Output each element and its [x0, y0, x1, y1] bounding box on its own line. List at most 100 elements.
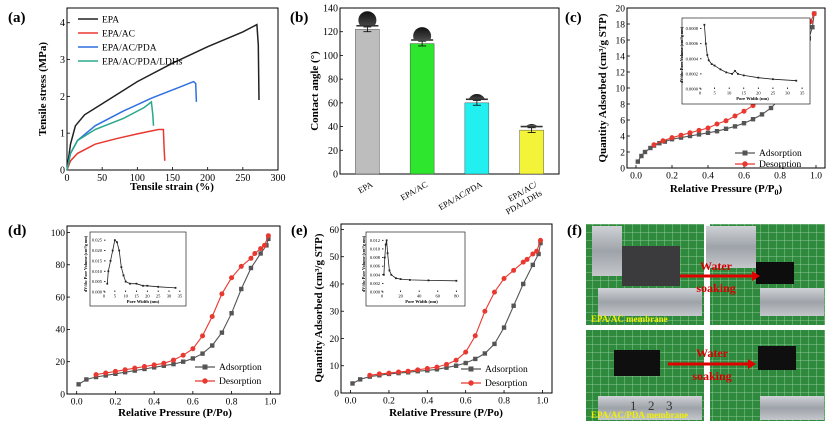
c-ytick-label: 8	[620, 100, 625, 110]
e-inset-point	[395, 277, 397, 280]
legend-e: Adsorption Desorption	[461, 365, 528, 389]
d-point-desorption	[141, 364, 147, 370]
e-inset-ytick-label: 0.004	[370, 272, 381, 277]
c-point-adsorption	[648, 145, 653, 151]
axes-frame-b	[339, 7, 560, 175]
caption-epa-ac-pda-membrane: EPA/AC/PDA membrane	[591, 410, 688, 420]
legend-text-e-adsorption: Adsorption	[485, 365, 528, 375]
a-series-line-epa-ac	[66, 128, 166, 171]
inset-frame-e	[365, 231, 466, 307]
b-ytick-label: 120	[323, 27, 338, 38]
b-category-label-line: EPA	[356, 179, 375, 196]
legend-marker-d-desorption	[202, 378, 208, 384]
d-point-adsorption	[171, 361, 176, 367]
b-ytick-label: 0	[333, 170, 338, 181]
c-inset-xtick-label: 10	[727, 91, 732, 96]
b-ytick-label: 100	[323, 51, 338, 62]
d-point-desorption	[219, 291, 225, 297]
legend-text-d-desorption: Desorption	[219, 377, 261, 387]
e-inset-point	[383, 256, 386, 259]
b-droplet-icon	[413, 27, 432, 40]
c-ytick-label: 12	[616, 68, 626, 78]
d-point-desorption	[112, 368, 118, 374]
e-point-adsorption	[530, 262, 536, 268]
e-point-adsorption	[463, 360, 468, 366]
e-point-desorption	[376, 371, 382, 377]
e-inset-xtick-label: 20	[398, 294, 403, 299]
d-point-adsorption	[84, 377, 89, 382]
e-point-desorption	[537, 237, 543, 243]
arrow-top-head	[752, 271, 760, 281]
c-point-adsorption	[723, 126, 729, 131]
d-inset-point	[157, 285, 160, 288]
c-ytick-label: 20	[616, 4, 626, 14]
c-inset-ylabel: dV/dw Pore Volume (cm³/g nm)	[679, 26, 684, 83]
c-point-desorption	[732, 113, 738, 119]
d-point-desorption	[161, 360, 167, 366]
b-droplet-substrate	[356, 24, 379, 27]
ylabel-b: Contact angle (°)	[309, 51, 321, 131]
ylabel-a: Tensile stress (MPa)	[37, 42, 49, 136]
c-inset-point	[737, 72, 739, 75]
ruler-top-left-horizontal	[598, 288, 702, 316]
e-inset-xtick-label: 80	[454, 294, 459, 299]
c-point-desorption	[669, 135, 675, 141]
a-ytick-label: 2	[60, 92, 65, 103]
c-inset-point	[706, 54, 709, 56]
d-point-adsorption	[76, 382, 81, 387]
e-inset-point	[455, 279, 458, 282]
ruler-bottom-left	[598, 396, 702, 420]
a-ytick-label: 4	[60, 18, 65, 29]
c-inset-point	[757, 76, 760, 79]
e-point-adsorption	[538, 240, 543, 246]
e-point-adsorption	[357, 377, 363, 382]
e-inset-point	[408, 279, 411, 281]
e-inset-ylabel: dV/dw Pore Volume (cm³/g nm)	[361, 235, 366, 292]
legend-c: Adsorption Desorption	[735, 149, 802, 170]
d-inset-xtick-label: 25	[156, 294, 161, 299]
d-xtick-label: 0.4	[148, 398, 160, 408]
c-ytick-label: 6	[620, 116, 625, 126]
c-inset-point	[725, 71, 728, 74]
b-droplet-icon	[358, 11, 377, 25]
c-point-desorption	[687, 130, 693, 136]
c-point-desorption	[741, 108, 747, 114]
panel-label-f: (f)	[567, 223, 582, 239]
d-inset-point	[107, 270, 110, 273]
b-ytick-label: 80	[328, 75, 338, 86]
d-inset-ytick-label: 0.015	[92, 258, 103, 263]
d-inset-point	[124, 280, 127, 283]
e-point-adsorption	[521, 281, 526, 287]
d-point-desorption	[262, 242, 268, 248]
d-point-desorption	[209, 313, 215, 319]
e-series-line-adsorption	[352, 243, 542, 384]
b-droplet-substrate	[520, 125, 543, 128]
d-inset-ytick-label: 0.025	[92, 238, 103, 243]
c-point-desorption	[651, 142, 657, 148]
d-point-desorption	[258, 246, 264, 252]
d-point-desorption	[248, 255, 254, 261]
c-ytick-label: 18	[616, 20, 626, 30]
d-point-desorption	[229, 275, 235, 281]
e-xtick-label: 0.6	[460, 397, 472, 407]
b-ytick-label: 20	[328, 146, 338, 157]
d-inset-point	[109, 259, 112, 262]
b-category-label: EPA/AC/PDA/LDHs	[499, 179, 544, 217]
c-inset-xtick-label: 30	[785, 91, 790, 96]
arrow-bottom-head	[748, 359, 756, 369]
xlabel-e: Relative Pressure (P/Po)	[389, 407, 503, 419]
e-inset-line	[383, 240, 457, 282]
e-point-desorption	[367, 372, 373, 378]
c-point-desorption	[723, 118, 729, 124]
panel-label-a: (a)	[8, 10, 26, 26]
b-ytick-label: 140	[323, 4, 338, 15]
e-inset-point	[390, 273, 393, 276]
d-point-adsorption	[258, 251, 263, 256]
e-point-desorption	[396, 369, 402, 375]
panel-label-d: (d)	[8, 223, 26, 239]
d-ytick-label: 0	[60, 390, 65, 400]
e-inset-ytick-label: 0.002	[370, 281, 380, 286]
arrow-bottom-label-soaking: soaking	[692, 369, 731, 383]
d-xtick-label: 1.0	[264, 398, 276, 408]
